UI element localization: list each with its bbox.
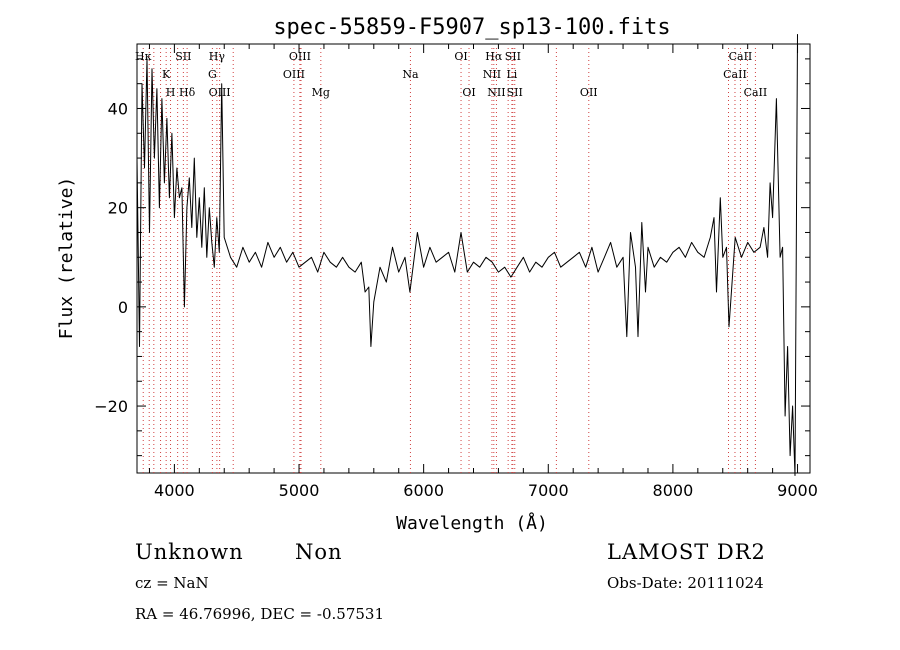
line-label: SII bbox=[505, 50, 521, 63]
x-tick-label: 7000 bbox=[528, 481, 569, 500]
line-label: NII bbox=[483, 68, 501, 81]
line-label: K bbox=[162, 68, 171, 81]
y-axis-label: Flux (relative) bbox=[56, 177, 77, 340]
plot-frame bbox=[136, 43, 811, 474]
x-axis-label: Wavelength (Å) bbox=[396, 512, 548, 534]
line-label: Hγ bbox=[209, 50, 226, 63]
class-label: Unknown bbox=[135, 540, 244, 564]
line-label: OII bbox=[580, 86, 598, 99]
chart-title: spec-55859-F5907_sp13-100.fits bbox=[273, 15, 670, 40]
line-label: Na bbox=[402, 68, 419, 81]
line-label: G bbox=[208, 68, 217, 81]
survey-label: LAMOST DR2 bbox=[607, 540, 766, 564]
x-axis: 4000 5000 6000 7000 8000 9000 bbox=[148, 44, 818, 500]
x-tick-label: 6000 bbox=[403, 481, 444, 500]
line-label: OI bbox=[462, 86, 475, 99]
line-label: Mg bbox=[312, 86, 330, 99]
line-label: Li bbox=[506, 68, 517, 81]
line-label: Hκ bbox=[135, 50, 152, 63]
line-label: OI bbox=[454, 50, 467, 63]
x-tick-label: 8000 bbox=[653, 481, 694, 500]
line-label: CaII bbox=[723, 68, 747, 81]
line-label: CaII bbox=[729, 50, 753, 63]
y-tick-label: −20 bbox=[94, 397, 128, 416]
line-label: H bbox=[166, 86, 176, 99]
line-label: CaII bbox=[744, 86, 768, 99]
subclass-label: Non bbox=[295, 540, 343, 564]
obs-date: Obs-Date: 20111024 bbox=[607, 574, 764, 592]
line-label: Hα bbox=[485, 50, 503, 63]
coordinates: RA = 46.76996, DEC = -0.57531 bbox=[135, 605, 384, 623]
y-tick-label: 20 bbox=[108, 199, 128, 218]
y-tick-label: 0 bbox=[118, 298, 128, 317]
spectrum-series bbox=[136, 34, 798, 476]
y-axis: −20 0 20 40 bbox=[94, 58, 810, 457]
line-label: SII bbox=[507, 86, 523, 99]
line-label: OIII bbox=[209, 86, 231, 99]
cz-value: cz = NaN bbox=[135, 574, 209, 592]
x-tick-label: 4000 bbox=[154, 481, 195, 500]
line-label: OIII bbox=[289, 50, 311, 63]
x-tick-label: 9000 bbox=[777, 481, 818, 500]
spectrum-line bbox=[136, 34, 798, 476]
line-label: OIII bbox=[283, 68, 305, 81]
y-tick-label: 40 bbox=[108, 99, 128, 118]
x-tick-label: 5000 bbox=[279, 481, 320, 500]
line-label: Hδ bbox=[179, 86, 196, 99]
line-label: SII bbox=[175, 50, 191, 63]
line-label: NII bbox=[487, 86, 505, 99]
